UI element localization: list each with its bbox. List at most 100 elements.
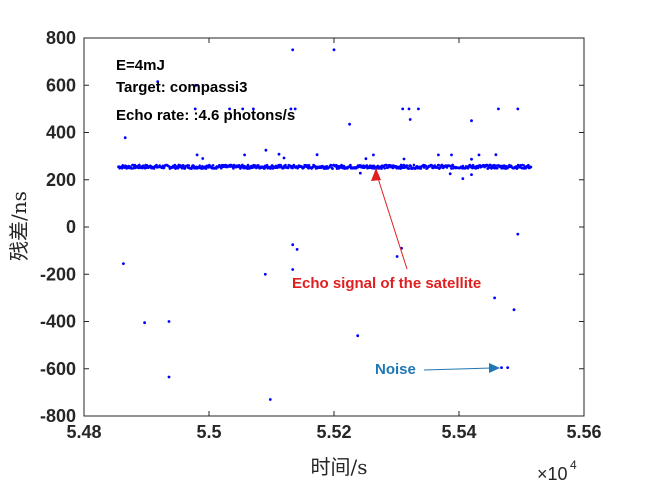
band-point bbox=[131, 163, 135, 167]
y-axis-label: 残差/ns bbox=[7, 191, 31, 261]
band-point bbox=[516, 163, 520, 167]
band-point bbox=[527, 163, 530, 167]
x-tick-label: 5.48 bbox=[66, 422, 101, 442]
data-point bbox=[122, 262, 125, 265]
data-point bbox=[291, 243, 295, 247]
band-point bbox=[335, 163, 338, 167]
data-point bbox=[243, 153, 247, 157]
data-point bbox=[470, 157, 473, 161]
band-point bbox=[265, 163, 269, 167]
band-point bbox=[412, 163, 416, 167]
signal-annotation-arrow-head bbox=[371, 168, 381, 181]
data-point bbox=[291, 48, 295, 52]
data-point bbox=[494, 153, 498, 157]
data-point bbox=[167, 375, 171, 379]
band-point bbox=[155, 163, 158, 167]
band-point bbox=[368, 166, 371, 170]
data-point bbox=[289, 107, 293, 111]
band-point bbox=[291, 166, 294, 170]
band-point bbox=[419, 167, 423, 170]
y-tick-label: -400 bbox=[40, 312, 76, 332]
data-point bbox=[291, 268, 295, 271]
signal-band bbox=[117, 163, 533, 170]
data-point bbox=[156, 80, 160, 84]
data-point bbox=[268, 398, 272, 401]
band-point bbox=[437, 163, 441, 167]
data-point bbox=[356, 334, 360, 338]
band-point bbox=[494, 164, 498, 167]
band-point bbox=[198, 164, 201, 167]
y-tick-label: -600 bbox=[40, 359, 76, 379]
data-point bbox=[193, 107, 197, 111]
band-point bbox=[385, 163, 388, 167]
band-point bbox=[487, 167, 490, 170]
band-point bbox=[120, 167, 124, 170]
data-point bbox=[516, 107, 520, 111]
band-point bbox=[485, 163, 489, 167]
band-point bbox=[439, 166, 442, 169]
data-point bbox=[293, 107, 297, 111]
data-point bbox=[372, 153, 375, 157]
data-point bbox=[228, 107, 232, 111]
band-point bbox=[246, 167, 249, 170]
x-multiplier: ×10 bbox=[537, 464, 568, 484]
band-point bbox=[383, 167, 387, 170]
data-point bbox=[470, 119, 473, 123]
band-point bbox=[284, 163, 287, 167]
data-point bbox=[201, 157, 205, 160]
y-tick-label: -200 bbox=[40, 264, 76, 284]
data-point bbox=[417, 107, 420, 111]
data-point bbox=[348, 122, 351, 126]
data-point bbox=[277, 152, 281, 156]
band-point bbox=[187, 164, 191, 167]
x-tick-label: 5.54 bbox=[441, 422, 476, 442]
data-point bbox=[167, 320, 171, 323]
band-point bbox=[331, 167, 334, 170]
band-point bbox=[495, 166, 499, 170]
band-point bbox=[133, 163, 137, 167]
noise-annotation-arrow-head bbox=[489, 363, 500, 373]
data-point bbox=[295, 248, 299, 251]
band-point bbox=[138, 163, 141, 167]
data-points bbox=[122, 48, 520, 401]
data-point bbox=[470, 173, 473, 177]
band-point bbox=[529, 165, 533, 169]
band-point bbox=[502, 166, 505, 170]
band-point bbox=[476, 166, 480, 170]
noise-annotation-arrow-line bbox=[423, 367, 493, 371]
band-point bbox=[407, 167, 411, 170]
band-point bbox=[330, 164, 333, 167]
band-point bbox=[220, 166, 223, 170]
y-axis-ticks: -800 -600 -400 -200 0 200 400 600 800 bbox=[40, 28, 584, 426]
noise-annotation-label: Noise bbox=[375, 361, 416, 378]
data-point bbox=[477, 153, 481, 157]
x-multiplier-exponent: 4 bbox=[570, 458, 577, 472]
data-point bbox=[241, 107, 245, 111]
data-point bbox=[263, 272, 267, 276]
y-tick-label: 400 bbox=[46, 123, 76, 143]
data-point bbox=[402, 157, 406, 161]
band-point bbox=[307, 164, 311, 167]
data-point bbox=[461, 177, 465, 181]
data-point bbox=[437, 153, 440, 157]
data-point bbox=[364, 157, 368, 161]
x-axis-ticks: 5.48 5.5 5.52 5.54 5.56 bbox=[66, 38, 602, 442]
data-point bbox=[315, 153, 319, 157]
band-point bbox=[461, 164, 465, 168]
x-tick-label: 5.52 bbox=[316, 422, 351, 442]
target-text: Target: compassi3 bbox=[116, 79, 247, 96]
y-tick-label: -800 bbox=[40, 406, 76, 426]
x-axis-label: 时间/s bbox=[310, 455, 367, 479]
data-point bbox=[123, 136, 127, 140]
data-point bbox=[512, 308, 516, 312]
band-point bbox=[181, 164, 185, 167]
band-point bbox=[349, 163, 352, 167]
signal-annotation-label: Echo signal of the satellite bbox=[292, 275, 481, 292]
data-point bbox=[450, 153, 453, 157]
data-point bbox=[401, 107, 405, 111]
band-point bbox=[173, 163, 177, 167]
data-point bbox=[516, 232, 520, 236]
data-point bbox=[448, 172, 452, 176]
y-tick-label: 800 bbox=[46, 28, 76, 48]
